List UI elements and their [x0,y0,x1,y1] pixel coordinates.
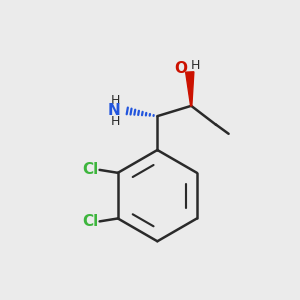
Text: Cl: Cl [82,214,99,229]
Text: H: H [190,59,200,72]
Text: H: H [111,94,121,107]
Text: Cl: Cl [82,162,99,177]
Text: N: N [108,103,121,118]
Text: H: H [111,115,121,128]
Polygon shape [186,72,194,106]
Text: O: O [174,61,187,76]
